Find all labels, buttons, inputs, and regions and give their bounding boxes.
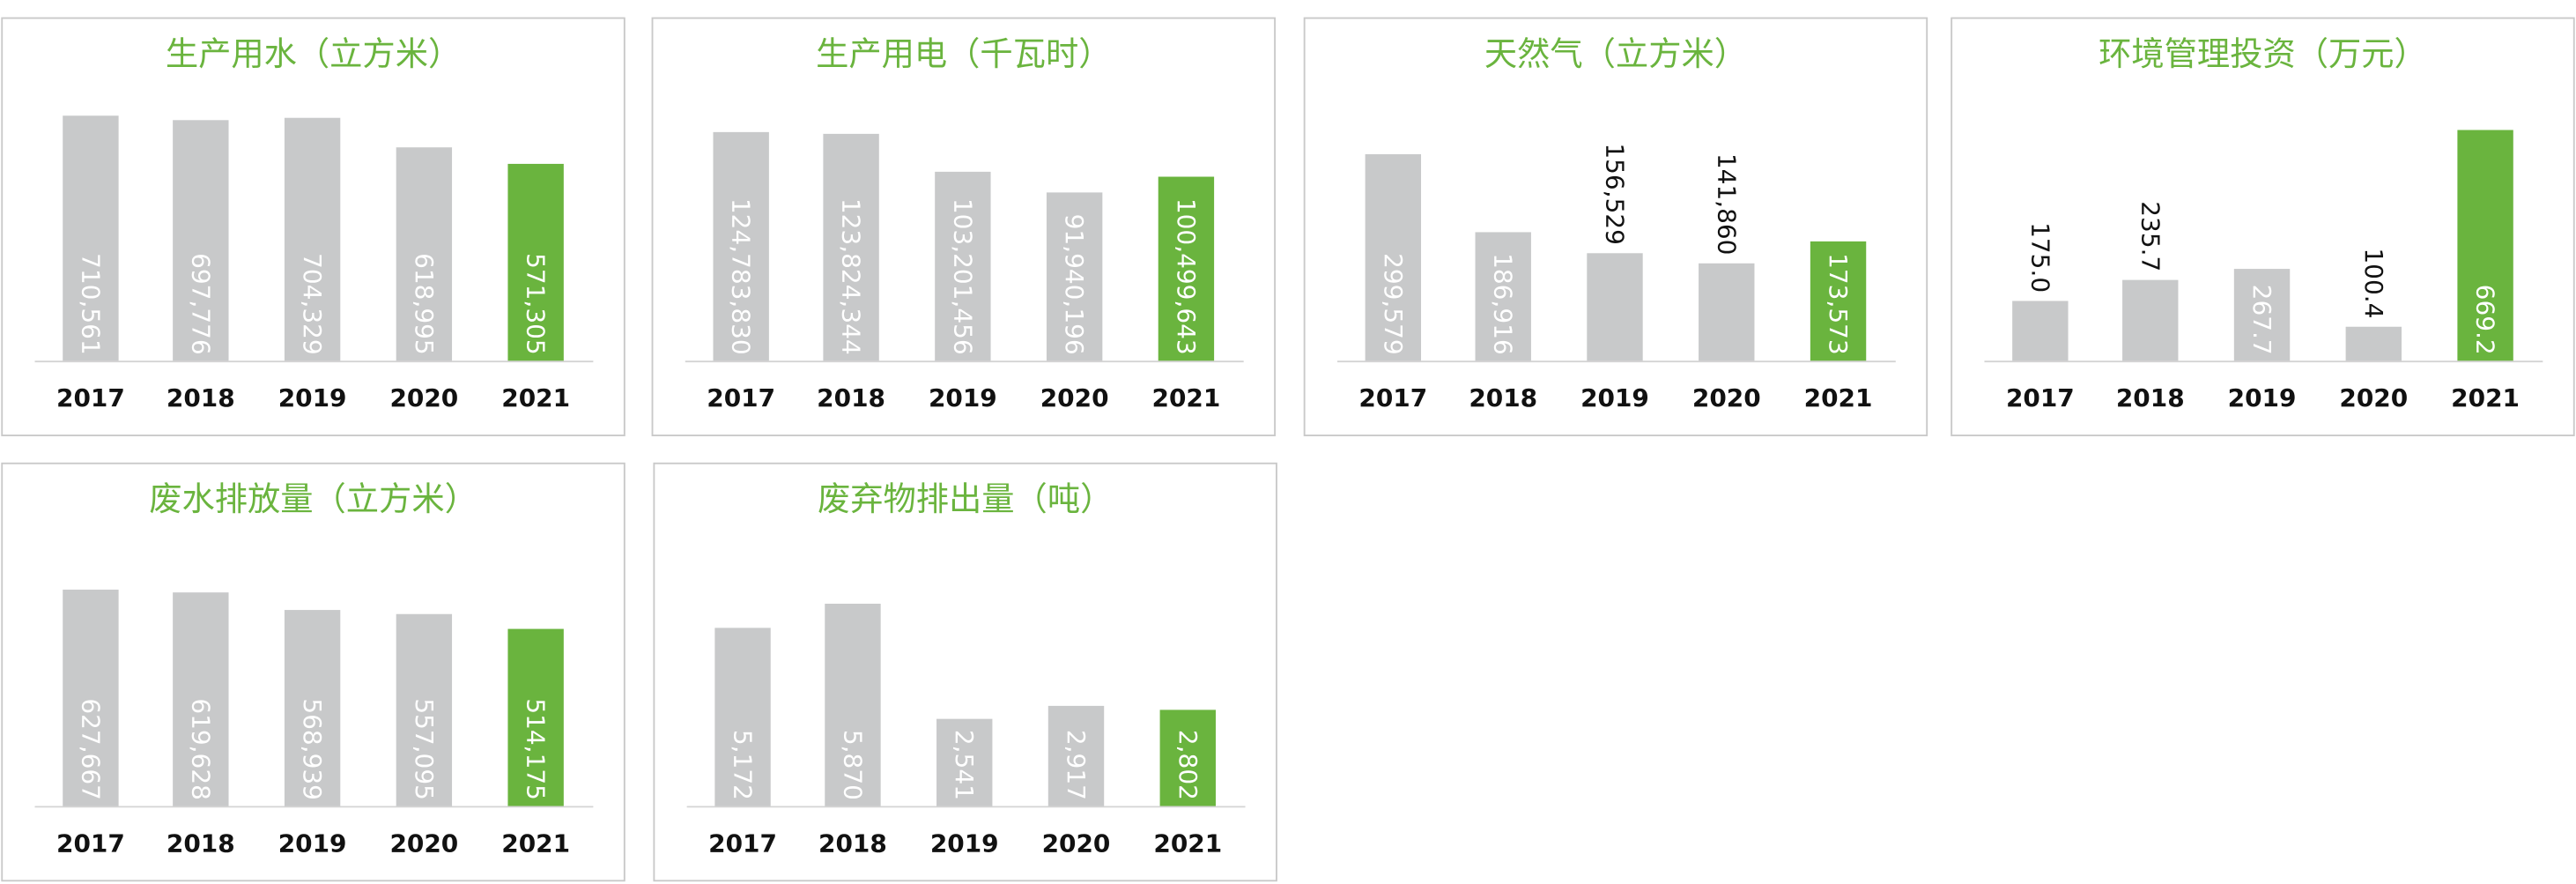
value-label: 571,305 — [522, 253, 551, 355]
value-label: 557,095 — [410, 698, 439, 800]
value-label: 267.7 — [2247, 285, 2276, 355]
bar — [2457, 130, 2513, 362]
value-label: 568,939 — [298, 698, 327, 800]
x-tick-label: 2019 — [1580, 383, 1649, 412]
bar — [1047, 705, 1105, 807]
chart-title: 废弃物排出量（吨） — [818, 479, 1113, 518]
bar — [1810, 241, 1867, 362]
bar — [935, 171, 991, 362]
bar — [714, 628, 771, 807]
x-tick-label: 2021 — [501, 383, 570, 412]
value-label: 627,667 — [76, 698, 105, 800]
bar — [936, 718, 993, 807]
x-tick-label: 2017 — [708, 828, 777, 858]
bar — [1365, 153, 1422, 362]
bar — [173, 120, 229, 362]
value-label: 123,824,344 — [837, 198, 866, 355]
chart-title: 废水排放量（立方米） — [149, 479, 477, 518]
bar — [1159, 709, 1216, 807]
x-tick-label: 2017 — [56, 383, 125, 412]
value-label: 669.2 — [2471, 285, 2500, 355]
x-tick-label: 2017 — [56, 828, 125, 858]
bar — [2122, 279, 2179, 362]
bar — [713, 131, 769, 362]
bar — [284, 117, 341, 362]
x-tick-label: 2019 — [930, 828, 999, 858]
bar — [1587, 253, 1643, 362]
value-label: 514,175 — [522, 698, 551, 800]
x-tick-label: 2018 — [167, 828, 235, 858]
value-label: 100,499,643 — [1172, 198, 1201, 355]
bar — [1475, 232, 1531, 362]
value-label: 299,579 — [1379, 253, 1408, 355]
x-tick-label: 2020 — [1042, 828, 1111, 858]
x-tick-label: 2018 — [1469, 383, 1537, 412]
bar — [825, 603, 881, 807]
value-label: 697,776 — [186, 253, 215, 355]
chart-title: 生产用水（立方米） — [166, 34, 461, 73]
bar — [507, 628, 564, 807]
chart-title: 天然气（立方米） — [1484, 34, 1747, 73]
bar — [1699, 263, 1755, 362]
value-label: 175.0 — [2025, 222, 2054, 293]
bar — [173, 592, 229, 807]
bar — [396, 147, 453, 362]
value-label: 235.7 — [2136, 201, 2165, 271]
x-tick-label: 2020 — [1692, 383, 1761, 412]
x-tick-label: 2017 — [2006, 383, 2075, 412]
x-tick-label: 2017 — [707, 383, 775, 412]
bar — [2233, 269, 2291, 362]
bar — [284, 610, 341, 807]
x-tick-label: 2019 — [278, 828, 347, 858]
bar — [63, 115, 119, 362]
bar — [1046, 192, 1103, 362]
x-tick-label: 2018 — [2116, 383, 2185, 412]
value-label: 124,783,830 — [727, 198, 756, 355]
value-label: 186,916 — [1489, 253, 1518, 355]
value-label: 103,201,456 — [948, 198, 977, 355]
value-label: 2,541 — [950, 730, 979, 800]
bar — [2345, 326, 2402, 362]
value-label: 173,573 — [1824, 253, 1853, 355]
x-tick-label: 2020 — [389, 383, 458, 412]
x-tick-label: 2019 — [929, 383, 997, 412]
bar — [63, 590, 119, 807]
value-label: 141,860 — [1712, 153, 1741, 256]
bar — [396, 613, 453, 807]
x-tick-label: 2019 — [2228, 383, 2297, 412]
x-tick-label: 2020 — [389, 828, 458, 858]
x-tick-label: 2018 — [817, 383, 885, 412]
bar — [507, 163, 564, 362]
x-tick-label: 2019 — [278, 383, 347, 412]
x-tick-label: 2020 — [1040, 383, 1109, 412]
value-label: 704,329 — [298, 253, 327, 355]
bar — [1158, 176, 1215, 362]
x-tick-label: 2021 — [501, 828, 570, 858]
value-label: 5,172 — [729, 730, 758, 800]
bar — [2012, 301, 2069, 362]
value-label: 2,917 — [1062, 730, 1091, 800]
x-tick-label: 2020 — [2339, 383, 2408, 412]
x-tick-label: 2017 — [1358, 383, 1427, 412]
x-tick-label: 2018 — [818, 828, 887, 858]
value-label: 619,628 — [186, 698, 215, 800]
x-tick-label: 2021 — [1153, 828, 1222, 858]
x-tick-label: 2021 — [1152, 383, 1221, 412]
bar — [823, 133, 879, 362]
value-label: 100.4 — [2359, 248, 2388, 318]
x-tick-label: 2021 — [1804, 383, 1873, 412]
value-label: 2,802 — [1173, 730, 1203, 800]
chart-title: 环境管理投资（万元） — [2099, 34, 2427, 73]
value-label: 156,529 — [1600, 143, 1629, 245]
chart-title: 生产用电（千瓦时） — [816, 34, 1111, 73]
value-label: 5,870 — [838, 730, 867, 800]
x-tick-label: 2021 — [2451, 383, 2520, 412]
value-label: 91,940,196 — [1060, 214, 1089, 355]
value-label: 710,561 — [76, 253, 105, 355]
value-label: 618,995 — [410, 253, 439, 355]
x-tick-label: 2018 — [167, 383, 235, 412]
